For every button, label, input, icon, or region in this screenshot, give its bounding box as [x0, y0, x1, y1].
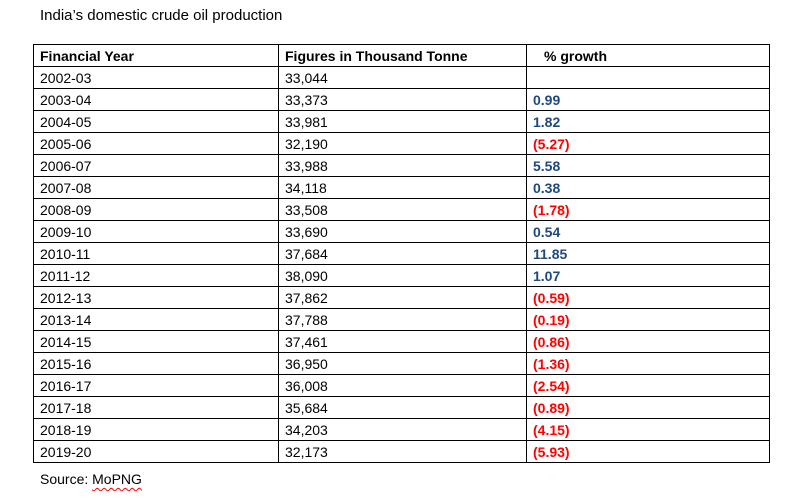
cell-figure: 34,203: [278, 418, 527, 441]
cell-financial-year: 2007-08: [33, 176, 279, 199]
cell-figure: 34,118: [278, 176, 527, 199]
cell-figure: 32,173: [278, 440, 527, 463]
cell-financial-year: 2018-19: [33, 418, 279, 441]
cell-financial-year: 2017-18: [33, 396, 279, 419]
cell-financial-year: 2009-10: [33, 220, 279, 243]
table-row: 2005-06 32,190 (5.27): [33, 132, 770, 155]
cell-growth: 0.38: [526, 176, 770, 199]
table-body: 2002-03 33,044 2003-04 33,373 0.99 2004-05 33,…: [33, 66, 770, 463]
table-row: 2006-07 33,988 5.58: [33, 154, 770, 177]
cell-growth: (0.86): [526, 330, 770, 353]
table-row: 2003-04 33,373 0.99: [33, 88, 770, 111]
table-row: 2018-19 34,203 (4.15): [33, 418, 770, 441]
source-name: MoPNG: [92, 471, 142, 487]
cell-figure: 38,090: [278, 264, 527, 287]
table-row: 2009-10 33,690 0.54: [33, 220, 770, 243]
source-note: Source: MoPNG: [40, 469, 142, 489]
cell-growth: 5.58: [526, 154, 770, 177]
cell-figure: 33,690: [278, 220, 527, 243]
cell-growth: (1.36): [526, 352, 770, 375]
cell-figure: 32,190: [278, 132, 527, 155]
cell-financial-year: 2012-13: [33, 286, 279, 309]
cell-growth: (2.54): [526, 374, 770, 397]
cell-growth: (5.93): [526, 440, 770, 463]
cell-growth: 0.54: [526, 220, 770, 243]
cell-figure: 33,044: [278, 66, 527, 89]
cell-financial-year: 2003-04: [33, 88, 279, 111]
table-row: 2002-03 33,044: [33, 66, 770, 89]
header-figures: Figures in Thousand Tonne: [278, 44, 527, 67]
cell-financial-year: 2005-06: [33, 132, 279, 155]
cell-growth: 0.99: [526, 88, 770, 111]
cell-growth: 1.82: [526, 110, 770, 133]
table-row: 2004-05 33,981 1.82: [33, 110, 770, 133]
cell-figure: 33,373: [278, 88, 527, 111]
cell-financial-year: 2019-20: [33, 440, 279, 463]
cell-figure: 33,981: [278, 110, 527, 133]
header-growth: % growth: [526, 44, 770, 67]
cell-growth: 11.85: [526, 242, 770, 265]
cell-figure: 37,862: [278, 286, 527, 309]
table-row: 2014-15 37,461 (0.86): [33, 330, 770, 353]
table-row: 2017-18 35,684 (0.89): [33, 396, 770, 419]
cell-growth: [526, 66, 770, 89]
cell-financial-year: 2008-09: [33, 198, 279, 221]
cell-figure: 35,684: [278, 396, 527, 419]
cell-figure: 33,988: [278, 154, 527, 177]
cell-figure: 36,008: [278, 374, 527, 397]
cell-figure: 36,950: [278, 352, 527, 375]
cell-financial-year: 2016-17: [33, 374, 279, 397]
cell-financial-year: 2013-14: [33, 308, 279, 331]
cell-figure: 37,461: [278, 330, 527, 353]
table-row: 2008-09 33,508 (1.78): [33, 198, 770, 221]
cell-growth: (0.19): [526, 308, 770, 331]
table-row: 2013-14 37,788 (0.19): [33, 308, 770, 331]
table-header-row: Financial Year Figures in Thousand Tonne…: [33, 44, 770, 67]
cell-growth: 1.07: [526, 264, 770, 287]
cell-financial-year: 2006-07: [33, 154, 279, 177]
table-row: 2010-11 37,684 11.85: [33, 242, 770, 265]
table-row: 2019-20 32,173 (5.93): [33, 440, 770, 463]
table-row: 2011-12 38,090 1.07: [33, 264, 770, 287]
cell-figure: 33,508: [278, 198, 527, 221]
table-row: 2016-17 36,008 (2.54): [33, 374, 770, 397]
document-title: India’s domestic crude oil production: [40, 7, 283, 24]
cell-growth: (4.15): [526, 418, 770, 441]
cell-growth: (1.78): [526, 198, 770, 221]
table-row: 2007-08 34,118 0.38: [33, 176, 770, 199]
cell-growth: (0.59): [526, 286, 770, 309]
cell-financial-year: 2015-16: [33, 352, 279, 375]
crude-oil-production-table: Financial Year Figures in Thousand Tonne…: [33, 44, 770, 463]
table-row: 2015-16 36,950 (1.36): [33, 352, 770, 375]
cell-growth: (0.89): [526, 396, 770, 419]
cell-growth: (5.27): [526, 132, 770, 155]
cell-financial-year: 2011-12: [33, 264, 279, 287]
table-row: 2012-13 37,862 (0.59): [33, 286, 770, 309]
cell-financial-year: 2004-05: [33, 110, 279, 133]
source-label: Source:: [40, 471, 93, 487]
cell-financial-year: 2002-03: [33, 66, 279, 89]
header-financial-year: Financial Year: [33, 44, 279, 67]
cell-financial-year: 2010-11: [33, 242, 279, 265]
cell-figure: 37,788: [278, 308, 527, 331]
cell-figure: 37,684: [278, 242, 527, 265]
cell-financial-year: 2014-15: [33, 330, 279, 353]
